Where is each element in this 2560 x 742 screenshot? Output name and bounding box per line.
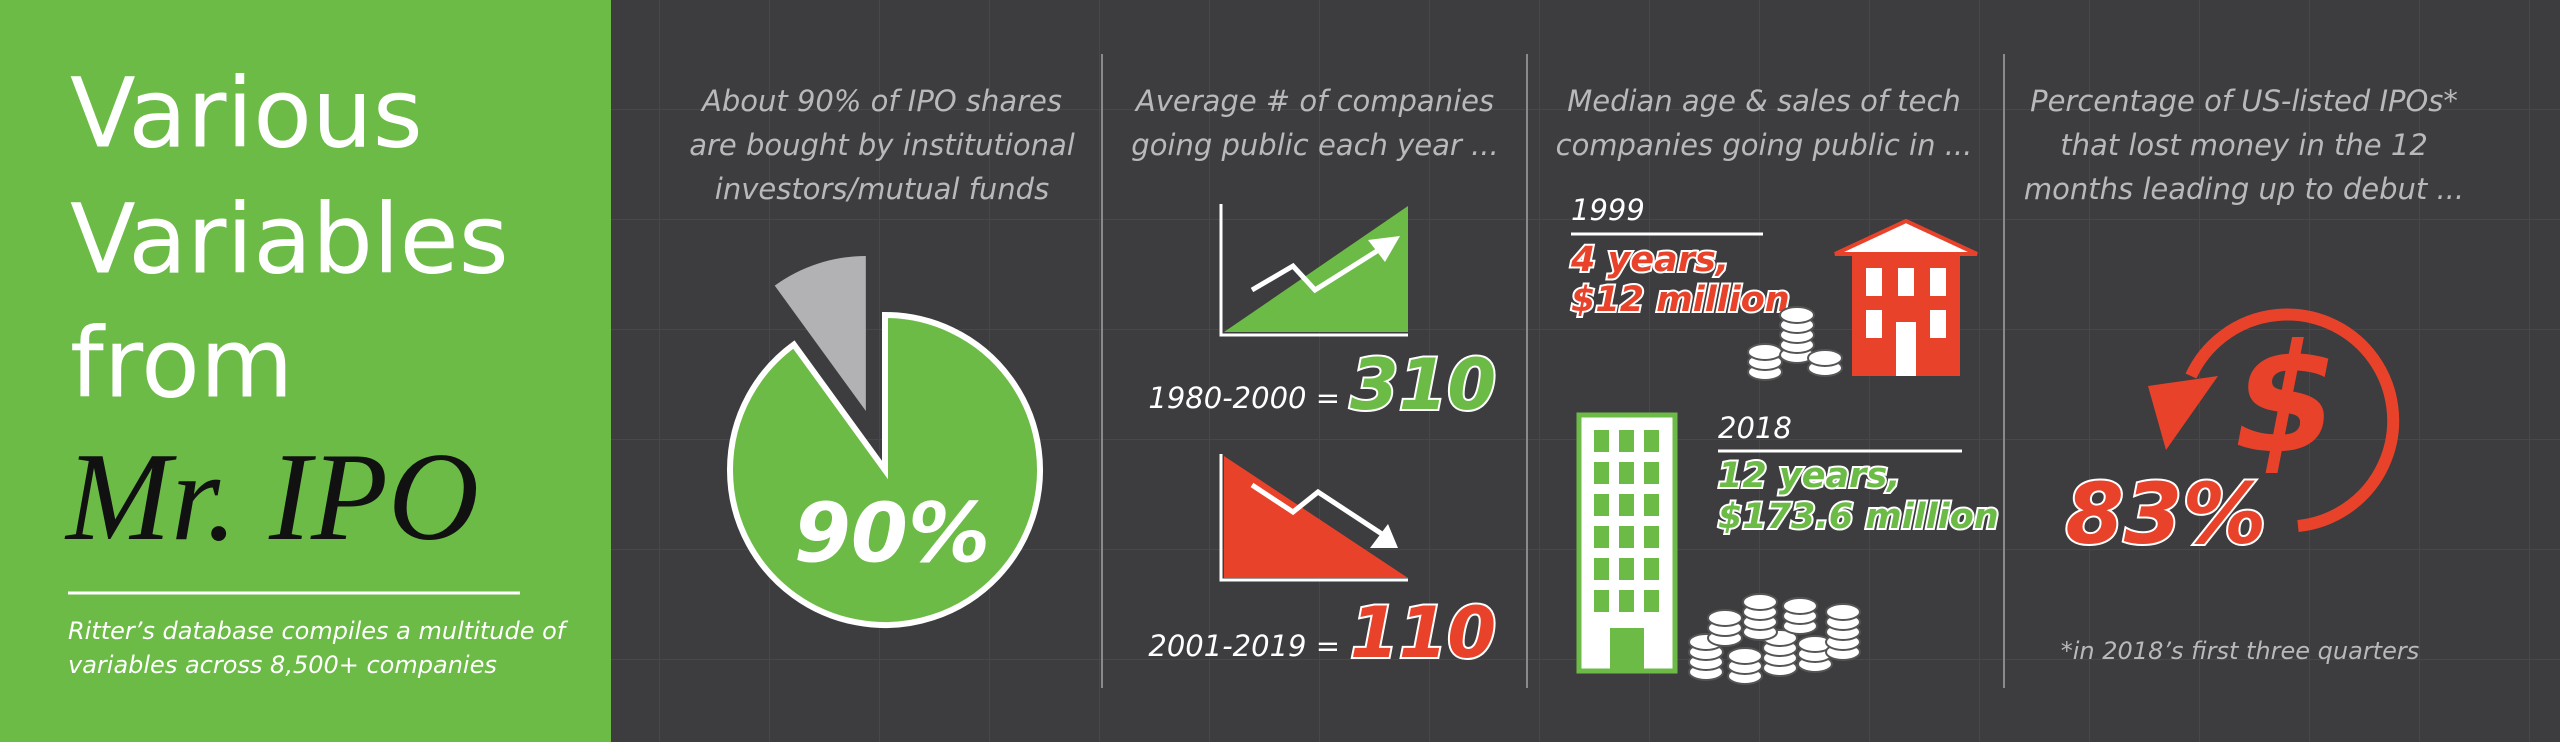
sales: $173.6 million: [1718, 497, 1999, 537]
percent-value: 83%: [2065, 465, 2266, 563]
period-label: 2001-2019 =: [1148, 629, 1340, 663]
age: 4 years,: [1570, 240, 1729, 280]
axis-icon: [1219, 454, 1408, 582]
arrow-head: [2148, 376, 2218, 450]
period-value: 310: [1350, 344, 1496, 426]
window: [1644, 430, 1659, 452]
title: Variables: [70, 183, 509, 295]
pie-label: 90%: [794, 486, 990, 581]
window: [1619, 526, 1634, 548]
window: [1594, 494, 1609, 516]
window: [1644, 526, 1659, 548]
panel-title: Median age & sales of tech: [1567, 84, 1961, 118]
window: [1619, 494, 1634, 516]
arrow-icon: [1250, 482, 1387, 539]
arrow-head: [1368, 236, 1400, 262]
house-icon: [1834, 218, 1978, 376]
coins-icon: [1688, 306, 1861, 685]
title-name: Mr. IPO: [64, 428, 479, 567]
window: [1594, 558, 1609, 580]
dollar-icon: $: [2234, 313, 2338, 487]
period-value: 110: [1350, 592, 1496, 674]
panel-title: months leading up to debut ...: [2024, 172, 2464, 206]
window: [1619, 590, 1634, 612]
coin: [1807, 349, 1843, 367]
window: [1644, 590, 1659, 612]
title: from: [70, 307, 293, 419]
coin: [1782, 597, 1818, 615]
sidebar: [0, 0, 611, 742]
arrow-circle: [2185, 308, 2400, 532]
panel-title: companies going public in ...: [1556, 128, 1973, 162]
year: 2018: [1718, 411, 1792, 445]
panel-title: About 90% of IPO shares: [700, 84, 1062, 118]
up-icon: [1224, 206, 1408, 332]
coin: [1825, 603, 1861, 621]
panel-title: that lost money in the 12: [2060, 128, 2428, 162]
pie: [727, 256, 1043, 628]
panel-title: Average # of companies: [1134, 84, 1494, 118]
window: [1644, 558, 1659, 580]
description: Ritter’s database compiles a multitude o…: [68, 617, 569, 645]
arrow-head: [1370, 524, 1398, 548]
window: [1594, 526, 1609, 548]
description: variables across 8,500+ companies: [68, 651, 497, 679]
window: [1644, 494, 1659, 516]
window: [1594, 462, 1609, 484]
column-dividers: [1101, 54, 2005, 688]
pie-slice: [727, 311, 1043, 628]
coin: [1747, 343, 1783, 361]
window: [1619, 430, 1634, 452]
coin: [1779, 306, 1815, 324]
period-label: 1980-2000 =: [1148, 381, 1340, 415]
panel-title: Percentage of US-listed IPOs*: [2030, 84, 2458, 118]
coin: [1742, 593, 1778, 611]
coin: [1707, 609, 1743, 627]
age: 12 years,: [1718, 456, 1900, 496]
window: [1594, 590, 1609, 612]
building-icon: [1576, 412, 1678, 674]
window: [1644, 462, 1659, 484]
sales: $12 million: [1571, 280, 1790, 320]
panel-title: are bought by institutional: [689, 128, 1075, 162]
year: 1999: [1571, 193, 1645, 227]
window: [1619, 462, 1634, 484]
pie-slice-rest: [774, 256, 866, 412]
footnote: *in 2018’s first three quarters: [2061, 637, 2419, 665]
panel-title: going public each year ...: [1131, 128, 1498, 162]
title: Various: [70, 57, 423, 169]
window: [1619, 558, 1634, 580]
panel-title: investors/mutual funds: [715, 172, 1049, 206]
down-icon: [1224, 456, 1408, 578]
window: [1594, 430, 1609, 452]
axis-icon: [1219, 204, 1408, 337]
arrow-icon: [1250, 243, 1387, 294]
coin: [1727, 647, 1763, 665]
